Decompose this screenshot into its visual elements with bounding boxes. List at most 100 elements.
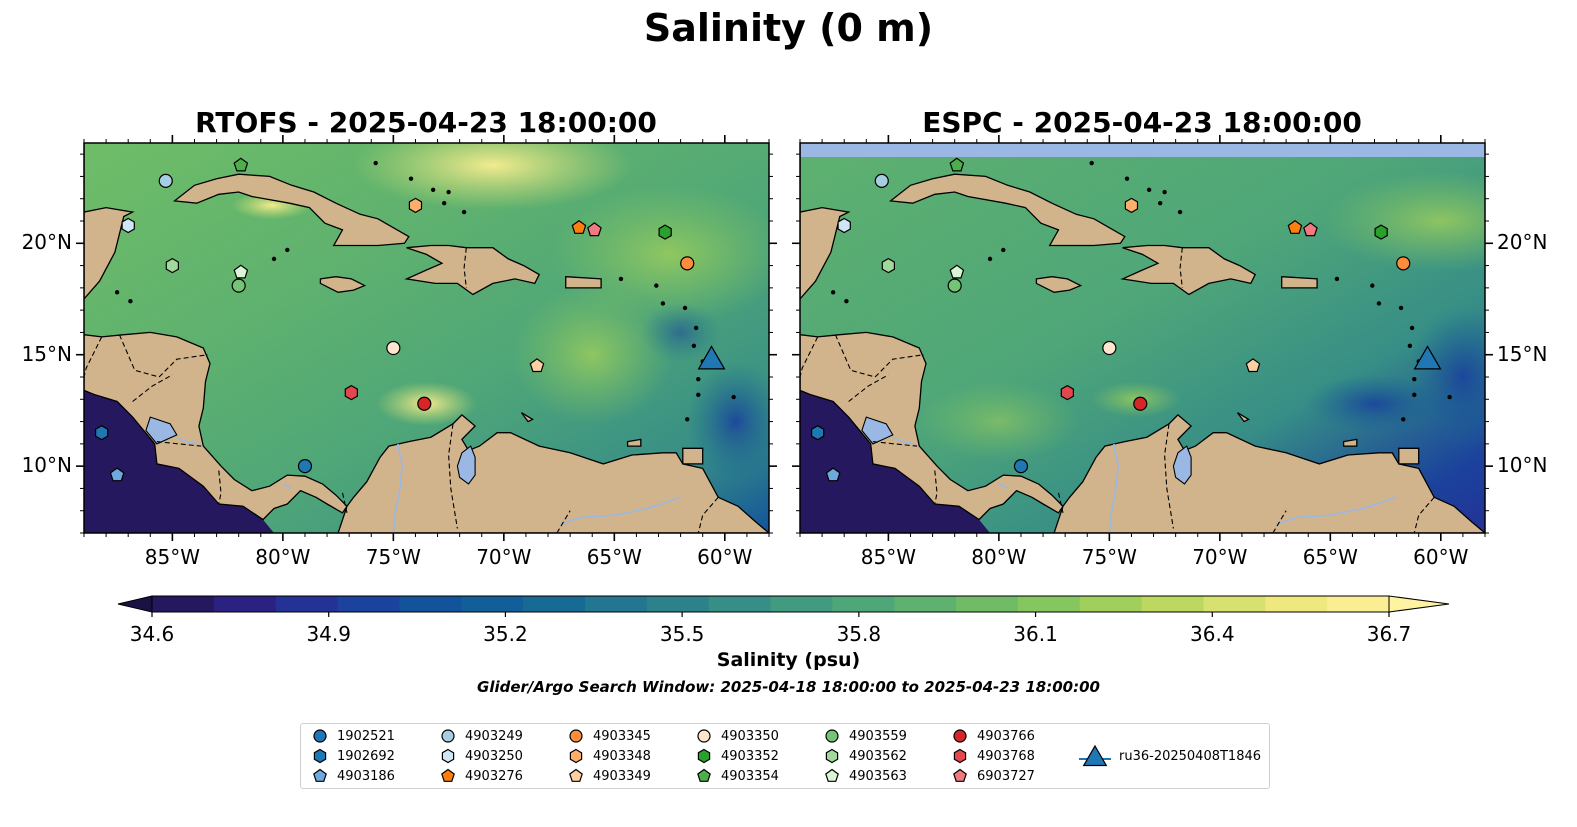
pentagon-marker-icon [697, 768, 711, 782]
colorbar-segments [152, 596, 1390, 612]
obs-marker-6903727 [1303, 222, 1318, 237]
legend-item-4903249: 4903249 [439, 727, 523, 745]
legend-label: 4903249 [465, 728, 523, 744]
legend-item-4903350: 4903350 [695, 727, 779, 745]
land [84, 143, 769, 533]
legend-marker [569, 748, 583, 764]
x-tick-label: 60°W [1413, 545, 1469, 569]
obs-marker-4903354 [233, 157, 249, 172]
obs-marker-4903186 [109, 467, 125, 482]
x-tick-label: 75°W [1081, 545, 1137, 569]
legend-label: 4903562 [849, 748, 907, 764]
x-tick-label: 85°W [860, 545, 916, 569]
circle-marker-icon [441, 729, 455, 743]
search-window-text: Glider/Argo Search Window: 2025-04-18 18… [477, 678, 1100, 696]
legend-marker [953, 729, 967, 743]
obs-marker-ru36-20250408T1846 [1413, 345, 1442, 370]
legend-marker [313, 768, 327, 782]
legend-marker [697, 748, 711, 764]
pacific-ocean [800, 390, 990, 533]
pentagon-marker-icon [953, 768, 967, 782]
colorbar-tick-label: 36.1 [1013, 622, 1058, 646]
legend-item-4903766: 4903766 [951, 727, 1035, 745]
y-tick-label: 10°N [21, 453, 72, 478]
obs-marker-4903276 [571, 219, 587, 234]
rtofs-map [76, 135, 777, 541]
obs-marker-4903766 [417, 396, 432, 411]
legend-marker [825, 768, 839, 782]
obs-marker-1902521 [1013, 459, 1029, 474]
legend-item-ru36-20250408T1846: ru36-20250408T1846 [1079, 744, 1262, 767]
legend-label: ru36-20250408T1846 [1119, 748, 1262, 764]
axis-ticks [792, 135, 1493, 541]
y-tick-label: 10°N [1497, 453, 1548, 478]
hexagon-marker-icon [953, 748, 967, 764]
x-tick-label: 75°W [365, 545, 421, 569]
pacific-ocean [84, 390, 274, 533]
colorbar-label: Salinity (psu) [716, 649, 861, 671]
colorbar-extend-max [1388, 595, 1450, 613]
legend-label: 4903345 [593, 728, 651, 744]
legend-marker [313, 729, 327, 743]
x-tick-label: 85°W [144, 545, 200, 569]
legend-label: 4903276 [465, 768, 523, 784]
circle-marker-icon [313, 729, 327, 743]
x-tick-label: 60°W [697, 545, 753, 569]
legend-label: 6903727 [977, 768, 1035, 784]
obs-marker-4903563 [233, 264, 249, 279]
legend: 1902521 1902692 4903186 4903249 4903250 49032… [300, 723, 1270, 789]
obs-marker-4903249 [158, 173, 173, 188]
obs-marker-4903250 [121, 217, 135, 234]
legend-marker [569, 729, 583, 743]
legend-marker [953, 748, 967, 764]
observation-markers [811, 157, 1442, 482]
obs-marker-4903250 [837, 217, 851, 234]
legend-item-4903563: 4903563 [823, 767, 907, 785]
legend-label: 4903349 [593, 768, 651, 784]
legend-item-6903727: 6903727 [951, 767, 1035, 785]
legend-marker [953, 768, 967, 782]
obs-marker-4903768 [1060, 384, 1074, 401]
legend-marker [441, 748, 455, 764]
legend-triangle [1082, 744, 1108, 767]
obs-marker-4903766 [1133, 396, 1148, 411]
obs-marker-4903352 [658, 224, 672, 240]
obs-marker-4903559 [947, 278, 962, 293]
legend-item-4903352: 4903352 [695, 747, 779, 765]
legend-item-4903562: 4903562 [823, 747, 907, 765]
legend-label: 1902692 [337, 748, 395, 764]
circle-marker-icon [569, 729, 583, 743]
colorbar-tick-label: 34.6 [130, 622, 175, 646]
legend-item-4903250: 4903250 [439, 747, 523, 765]
pentagon-marker-icon [825, 768, 839, 782]
legend-label: 4903250 [465, 748, 523, 764]
pentagon-marker-icon [569, 768, 583, 782]
hexagon-marker-icon [825, 748, 839, 764]
obs-marker-4903348 [1124, 197, 1139, 214]
circle-marker-icon [953, 729, 967, 743]
legend-item-1902692: 1902692 [311, 747, 395, 765]
land [800, 143, 1485, 533]
pentagon-marker-icon [441, 768, 455, 782]
legend-item-4903276: 4903276 [439, 767, 523, 785]
obs-marker-4903186 [825, 467, 841, 482]
espc-panel-title: ESPC - 2025-04-23 18:00:00 [922, 106, 1362, 139]
observation-markers [95, 157, 726, 482]
obs-marker-4903563 [949, 264, 965, 279]
legend-label: 4903766 [977, 728, 1035, 744]
y-tick-label: 15°N [1497, 341, 1548, 366]
legend-item-4903559: 4903559 [823, 727, 907, 745]
pentagon-marker-icon [313, 768, 327, 782]
circle-marker-icon [825, 729, 839, 743]
x-tick-label: 70°W [1192, 545, 1248, 569]
legend-label: 4903350 [721, 728, 779, 744]
map-frame [83, 142, 770, 534]
triangle-marker-icon [1079, 744, 1111, 767]
circle-marker-icon [697, 729, 711, 743]
legend-marker [697, 729, 711, 743]
map-frame [799, 142, 1486, 534]
legend-label: 1902521 [337, 728, 395, 744]
legend-marker [825, 729, 839, 743]
obs-marker-4903345 [1396, 256, 1411, 271]
obs-marker-4903354 [949, 157, 965, 172]
